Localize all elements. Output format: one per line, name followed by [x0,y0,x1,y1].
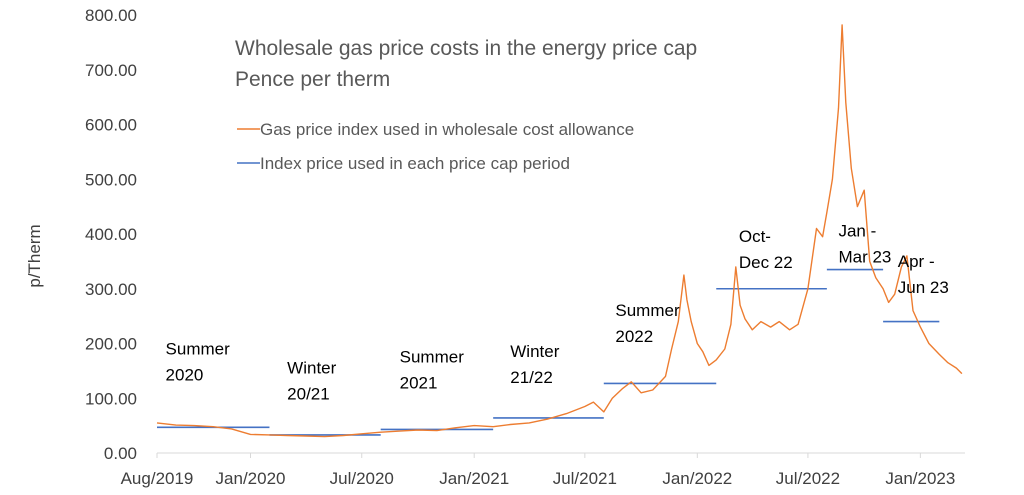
period-annotation: Oct-Dec 22 [739,227,793,272]
y-tick-label: 600.00 [85,116,137,135]
y-tick-label: 400.00 [85,225,137,244]
x-tick-label: Jan/2023 [885,469,955,488]
x-tick-label: Jan/2020 [216,469,286,488]
legend: Gas price index used in wholesale cost a… [237,120,634,173]
x-tick-label: Jul/2020 [330,469,394,488]
period-annotation: Apr -Jun 23 [898,252,949,297]
x-tick-label: Jan/2022 [662,469,732,488]
legend-label-cap: Index price used in each price cap perio… [260,154,570,173]
y-tick-label: 800.00 [85,6,137,25]
y-tick-label: 500.00 [85,170,137,189]
chart-subtitle: Pence per therm [235,68,390,91]
y-tick-label: 700.00 [85,61,137,80]
y-tick-label: 100.00 [85,389,137,408]
period-annotation: Jan -Mar 23 [838,222,891,267]
plot-area: 0.00 100.00 200.00 300.00 400.00 500.00 600.00… [85,6,965,488]
y-axis-label: p/Therm [25,224,44,287]
legend-label-index: Gas price index used in wholesale cost a… [260,120,634,139]
y-tick-label: 200.00 [85,335,137,354]
x-tick-label: Jul/2021 [553,469,617,488]
gas-index-series-line [156,24,963,438]
chart-title: Wholesale gas price costs in the energy … [235,37,697,60]
x-tick-label: Jan/2021 [439,469,509,488]
x-tick-label: Jul/2022 [776,469,840,488]
period-annotation: Summer 2021 [400,348,465,393]
period-annotation: Winter 21/22 [510,342,559,387]
period-annotation: Summer 2022 [615,301,680,346]
period-annotation: Winter 20/21 [287,359,336,404]
y-tick-label: 0.00 [104,444,137,463]
x-tick-label: Aug/2019 [121,469,194,488]
y-tick-label: 300.00 [85,280,137,299]
period-annotation: Summer 2020 [166,339,231,384]
